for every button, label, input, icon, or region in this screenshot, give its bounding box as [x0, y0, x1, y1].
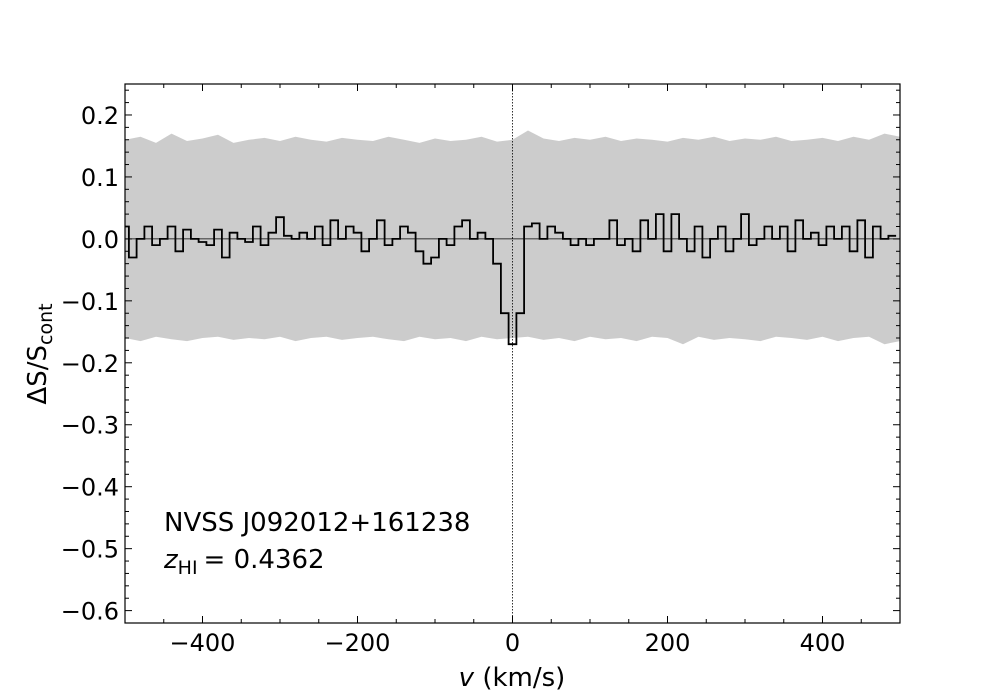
x-tick-label: 200: [645, 629, 691, 657]
axes-frame: [124, 83, 901, 624]
y-axis-title: ΔS/Scont: [23, 303, 57, 404]
spectrum-step-line-0: [125, 213, 897, 346]
y-tick-label: −0.2: [61, 350, 119, 378]
x-tick-label: 400: [800, 629, 846, 657]
ticks: [124, 84, 901, 624]
y-tick-label: 0.1: [81, 164, 119, 192]
y-tick-label: 0.2: [81, 102, 119, 130]
x-tick-label: −200: [325, 629, 391, 657]
y-tick-label: 0.0: [81, 226, 119, 254]
source-name-label: NVSS J092012+161238: [164, 508, 470, 538]
redshift-label: zHI = 0.4362: [163, 545, 325, 579]
y-tick-label: −0.3: [61, 412, 119, 440]
x-tick-label: 0: [505, 629, 520, 657]
x-tick-label: −400: [170, 629, 236, 657]
tick-labels: −400 −200 0 200 400 0.2 0.1 0.0 −0.1 −0.2 −0.3 −0.4…: [61, 102, 846, 657]
plot-area: [125, 84, 900, 623]
y-tick-label: −0.6: [61, 598, 119, 626]
y-tick-label: −0.1: [61, 288, 119, 316]
x-axis-title: v (km/s): [459, 663, 566, 693]
y-tick-label: −0.5: [61, 536, 119, 564]
y-tick-label: −0.4: [61, 474, 119, 502]
